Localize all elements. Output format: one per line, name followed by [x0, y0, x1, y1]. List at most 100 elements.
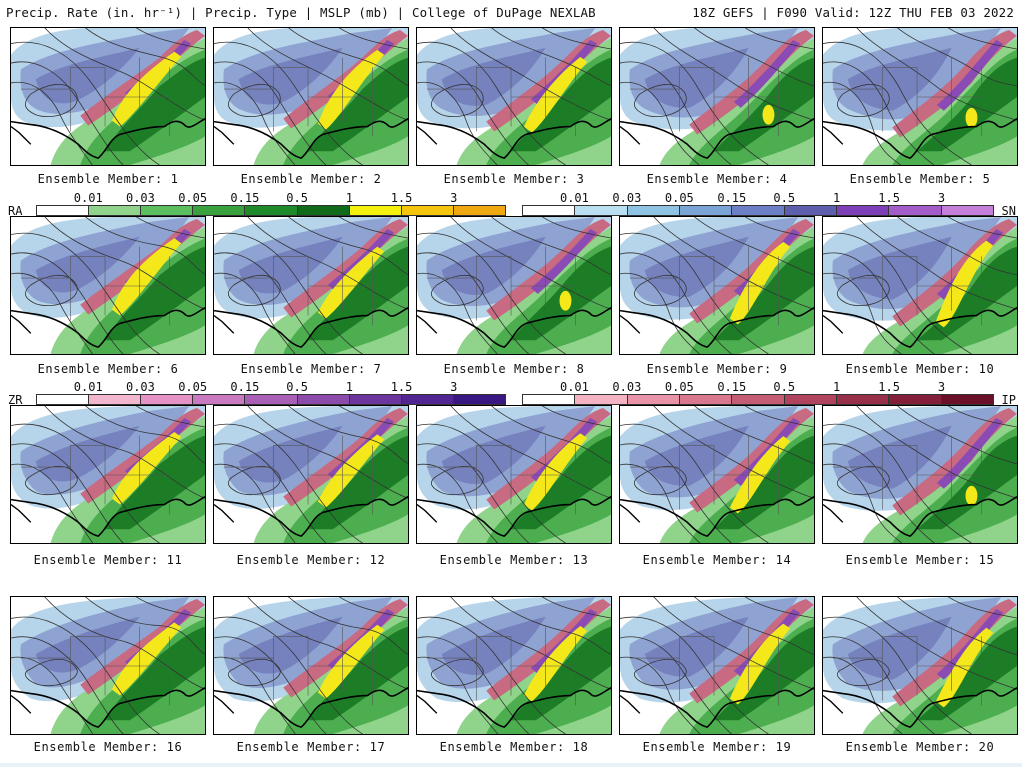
isobar-line: [837, 658, 890, 687]
isobar-line: [288, 406, 408, 464]
ensemble-member-panel: [213, 596, 409, 735]
ensemble-member-label: Ensemble Member: 6: [37, 362, 179, 376]
isobar-line: [897, 217, 1017, 276]
state-boundary: [629, 636, 715, 659]
precip-map: [823, 28, 1017, 165]
precip-map: [620, 28, 814, 165]
border-line: [823, 504, 844, 523]
precip-map: [620, 217, 814, 354]
isobar-line: [823, 232, 972, 354]
isobar-line: [620, 232, 769, 354]
ice-pellets-colorbar-box: [941, 395, 993, 404]
state-boundary: [426, 445, 512, 468]
isobar-line: [823, 463, 903, 543]
isobar-line: [214, 232, 363, 354]
ensemble-member-panel: [10, 216, 206, 355]
isobar-line: [620, 252, 733, 354]
precip-map: [214, 28, 408, 165]
coastline: [823, 496, 1017, 537]
ensemble-member-label: Ensemble Member: 9: [646, 362, 788, 376]
isobar-line: [947, 28, 1017, 50]
border-line: [417, 695, 438, 714]
rain-area-dark: [308, 57, 408, 152]
heavy-rain-core: [729, 623, 791, 705]
isobar-line: [228, 466, 281, 496]
freezing-rain-colorbar-tick: 3: [450, 380, 458, 394]
isobar-line: [947, 597, 1017, 619]
ensemble-member-label: Ensemble Member: 12: [236, 553, 386, 567]
ensemble-member-panel: [416, 405, 612, 544]
isobar-line: [634, 275, 687, 307]
state-boundary: [426, 636, 512, 659]
ensemble-member-label: Ensemble Member: 14: [642, 553, 792, 567]
rain-area-dark: [917, 246, 1017, 341]
ice-pellets-colorbar-boxes: [522, 394, 994, 405]
rain-area-dark: [105, 57, 205, 152]
heavy-rain-core: [935, 627, 994, 708]
ice-pellets-colorbar-box: [784, 395, 837, 404]
precip-map: [417, 217, 611, 354]
isobar-line: [620, 82, 700, 165]
heavy-rain-core: [523, 625, 588, 702]
freezing-rain-colorbar-box: [453, 395, 505, 404]
snow-colorbar-tag: SN: [1001, 204, 1016, 218]
precip-map: [823, 406, 1017, 543]
isobar-line: [417, 616, 566, 734]
state-boundary: [629, 67, 715, 90]
isobar-line: [491, 406, 611, 464]
isobar-line: [11, 423, 160, 543]
isobar-line: [541, 28, 611, 50]
isobar-line: [44, 406, 205, 499]
isobar-line: [417, 252, 530, 354]
rain-area-mid: [892, 427, 1017, 543]
coastline: [11, 687, 205, 728]
heavy-rain-core: [317, 246, 385, 319]
isobar-line: [338, 597, 408, 619]
isobar-line: [450, 28, 611, 121]
isobar-line: [417, 61, 530, 165]
rain-colorbar-tick: 0.05: [178, 191, 208, 205]
ensemble-member-panel: [619, 596, 815, 735]
heavy-rain-core: [111, 622, 182, 696]
ice-pellets-colorbar-ticks: 0.01 0.03 0.05 0.15 0.5 1 1.5 3: [522, 380, 1018, 394]
isobar-line: [85, 28, 205, 86]
border-line: [417, 126, 438, 145]
isobar-line: [135, 597, 205, 619]
rain-colorbar-tick: 0.01: [73, 191, 103, 205]
ensemble-member-panel: [416, 27, 612, 166]
snow-colorbar-tick: 0.05: [664, 191, 694, 205]
ice-pellets-colorbar-tag: IP: [1001, 393, 1016, 407]
isobar-line: [214, 61, 327, 165]
isobar-line: [897, 597, 1017, 656]
snow-colorbar: 0.01 0.03 0.05 0.15 0.5 1 1.5 3 SN: [522, 191, 1018, 221]
bottom-strip: [0, 763, 1022, 767]
isobar-line: [653, 406, 814, 499]
precip-map: [417, 597, 611, 734]
rain-colorbar: 0.01 0.03 0.05 0.15 0.5 1 1.5 3 RA: [8, 191, 506, 221]
coastline: [823, 307, 1017, 348]
state-boundary: [832, 67, 918, 90]
rain-colorbar-box: [89, 206, 142, 215]
isobar-line: [823, 273, 902, 354]
snow-area-dark: [441, 236, 546, 295]
isobar-line: [744, 406, 814, 428]
precip-map: [620, 597, 814, 734]
isobar-line: [856, 597, 1017, 690]
coastline: [214, 496, 408, 537]
rain-area-dark: [308, 626, 408, 721]
coastline: [417, 687, 611, 728]
ensemble-member-label: Ensemble Member: 1: [37, 172, 179, 186]
precip-map: [823, 217, 1017, 354]
isobar-line: [694, 217, 814, 276]
freezing-rain-colorbar-box: [349, 395, 402, 404]
freezing-rain-colorbar-tag: ZR: [8, 393, 23, 407]
heavy-rain-core: [729, 241, 791, 325]
rain-colorbar-box: [141, 206, 194, 215]
snow-colorbar-tick: 0.01: [559, 191, 589, 205]
isobar-line: [85, 406, 205, 464]
isobar-line: [228, 84, 281, 117]
state-boundary: [223, 445, 309, 468]
snow-area-dark: [441, 616, 546, 675]
isobar-line: [694, 597, 814, 656]
border-line: [11, 315, 32, 334]
